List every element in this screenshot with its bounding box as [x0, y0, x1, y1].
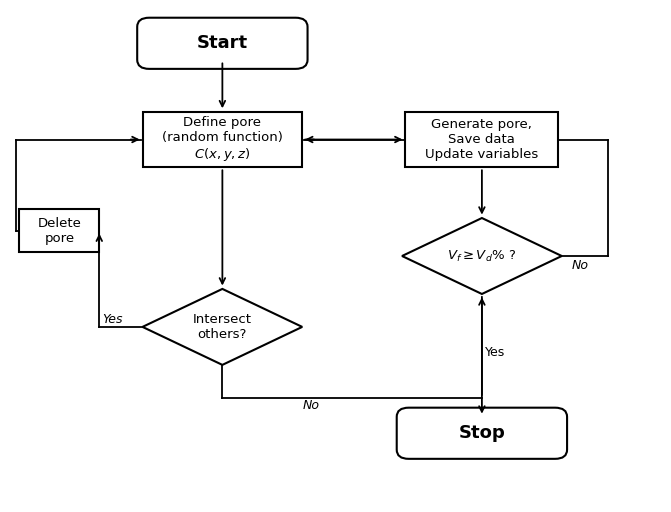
Text: No: No — [572, 259, 588, 271]
FancyBboxPatch shape — [397, 408, 567, 459]
Bar — [19, 209, 99, 252]
Text: Yes: Yes — [485, 346, 505, 359]
Polygon shape — [142, 289, 302, 365]
Bar — [405, 112, 558, 167]
Text: Delete
pore: Delete pore — [38, 217, 81, 245]
Text: Generate pore,
Save data
Update variables: Generate pore, Save data Update variable… — [425, 118, 539, 161]
Bar — [142, 112, 302, 167]
Text: No: No — [302, 399, 319, 412]
FancyBboxPatch shape — [137, 18, 307, 69]
Text: $V_f \geq V_d$% ?: $V_f \geq V_d$% ? — [448, 248, 517, 264]
Polygon shape — [402, 218, 562, 294]
Text: Stop: Stop — [458, 424, 505, 442]
Text: Intersect
others?: Intersect others? — [193, 313, 252, 341]
Text: Start: Start — [197, 34, 248, 52]
Text: Yes: Yes — [103, 313, 123, 326]
Text: Define pore
(random function)
$C(x,y,z)$: Define pore (random function) $C(x,y,z)$ — [162, 116, 282, 163]
